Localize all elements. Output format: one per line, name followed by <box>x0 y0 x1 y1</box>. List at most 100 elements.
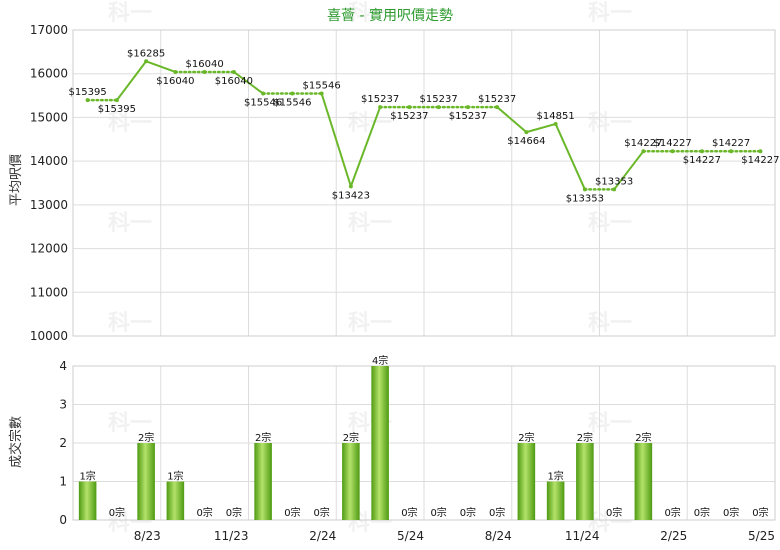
x-tick-label: 8/24 <box>485 529 512 543</box>
bar-data-labels: 1宗 0宗 2宗 1宗 0宗 0宗 2宗 0宗 0宗 2宗 4宗 0宗 0宗 0宗 0宗 2宗 1宗 2宗 0宗 2宗… <box>79 354 768 519</box>
price-label: $15546 <box>273 98 311 109</box>
count-tick-label: 2 <box>59 436 67 450</box>
count-tick-label: 4 <box>59 359 67 373</box>
price-label: $14227 <box>683 155 721 166</box>
plot-frames <box>72 29 776 521</box>
price-point <box>348 184 353 189</box>
watermark-text: 科一 <box>588 1 632 26</box>
watermark-text: 科一 <box>108 211 152 236</box>
bar-label: 2宗 <box>138 431 154 444</box>
price-point <box>231 69 236 74</box>
price-point <box>378 105 383 110</box>
transaction-bar <box>371 366 389 520</box>
bar-label: 0宗 <box>489 506 505 519</box>
price-tick-label: 16000 <box>30 67 68 81</box>
price-point <box>582 187 587 192</box>
price-point <box>465 105 470 110</box>
transaction-bar <box>137 443 155 520</box>
price-label: $15237 <box>361 94 399 105</box>
price-point <box>670 149 675 154</box>
watermark-text: 科一 <box>588 311 632 336</box>
bar-label: 0宗 <box>430 506 446 519</box>
price-label: $14227 <box>654 138 692 149</box>
price-point <box>729 149 734 154</box>
price-data-labels: $15395 $15395 $16285 $16040 $16040 $16040 $155… <box>69 48 780 204</box>
x-tick-label: 5/24 <box>397 529 424 543</box>
price-label: $14227 <box>624 138 662 149</box>
price-label: $14851 <box>537 111 575 122</box>
chart-title: 喜薈 - 實用呎價走勢 <box>327 7 453 24</box>
price-points <box>85 59 763 192</box>
transaction-bar <box>546 481 565 520</box>
x-tick-label: 8/23 <box>134 529 161 543</box>
price-label: $14227 <box>741 155 779 166</box>
bar-label: 0宗 <box>752 506 768 519</box>
price-line-segment <box>145 60 176 73</box>
watermark-text: 科一 <box>348 1 392 26</box>
price-point <box>699 149 704 154</box>
price-label: $14227 <box>712 138 750 149</box>
bar-label: 2宗 <box>343 431 359 444</box>
watermark-text: 科一 <box>348 311 392 336</box>
bar-label: 0宗 <box>109 506 125 519</box>
bar-label: 2宗 <box>518 431 534 444</box>
watermark-text: 科一 <box>348 211 392 236</box>
price-tick-label: 14000 <box>30 154 68 168</box>
price-line-segment <box>554 123 586 190</box>
count-tick-label: 3 <box>59 398 67 412</box>
price-point <box>319 91 324 96</box>
price-label: $15546 <box>244 98 282 109</box>
bar-label: 0宗 <box>196 506 212 519</box>
price-point <box>407 105 412 110</box>
price-label: $13353 <box>566 193 604 204</box>
price-label: $15237 <box>449 111 487 122</box>
watermark-text: 科一 <box>588 511 632 536</box>
price-point <box>758 149 763 154</box>
price-axis-title: 平均呎價 <box>9 154 24 206</box>
watermark-text: 科一 <box>108 1 152 26</box>
price-point <box>114 98 119 103</box>
price-line-segment <box>116 60 147 101</box>
price-label: $16040 <box>186 59 224 70</box>
price-point <box>144 59 149 64</box>
price-line-segment <box>233 71 264 95</box>
x-tick-label: 2/25 <box>660 529 687 543</box>
bar-label: 1宗 <box>167 470 183 483</box>
price-tick-label: 15000 <box>30 110 68 124</box>
price-line-segment <box>496 106 528 133</box>
price-point <box>202 69 207 74</box>
price-label: $16040 <box>215 76 253 87</box>
price-label: $15237 <box>390 111 428 122</box>
price-tick-label: 12000 <box>30 242 68 256</box>
price-point <box>641 149 646 154</box>
price-point <box>524 130 529 135</box>
watermark-text: 科一 <box>108 411 152 436</box>
watermark-text: 科一 <box>588 211 632 236</box>
price-line <box>86 60 762 191</box>
price-label: $15395 <box>98 104 136 115</box>
watermark-text: 科一 <box>588 111 632 136</box>
bar-label: 0宗 <box>460 506 476 519</box>
transaction-bar <box>166 481 185 520</box>
price-label: $14664 <box>507 136 545 147</box>
y-tick-labels: 17000 16000 15000 14000 13000 12000 11000 10000… <box>30 23 68 527</box>
price-line-segment <box>613 150 645 191</box>
price-label: $16040 <box>156 76 194 87</box>
count-plot-frame <box>72 365 776 521</box>
price-tick-label: 17000 <box>30 23 68 37</box>
price-label: $15546 <box>303 81 341 92</box>
transaction-bar <box>517 443 536 520</box>
x-tick-label: 11/23 <box>214 529 249 543</box>
watermark-text: 科一 <box>108 111 152 136</box>
bar-label: 0宗 <box>401 506 417 519</box>
price-tick-label: 10000 <box>30 329 68 343</box>
price-line-segment <box>526 122 556 134</box>
count-tick-label: 1 <box>59 475 67 489</box>
bar-label: 2宗 <box>255 431 271 444</box>
bar-label: 0宗 <box>226 506 242 519</box>
price-line-segment <box>320 93 352 187</box>
price-point <box>290 91 295 96</box>
price-plot-frame <box>72 29 776 337</box>
price-point <box>261 91 266 96</box>
count-axis-title: 成交宗數 <box>8 416 24 468</box>
